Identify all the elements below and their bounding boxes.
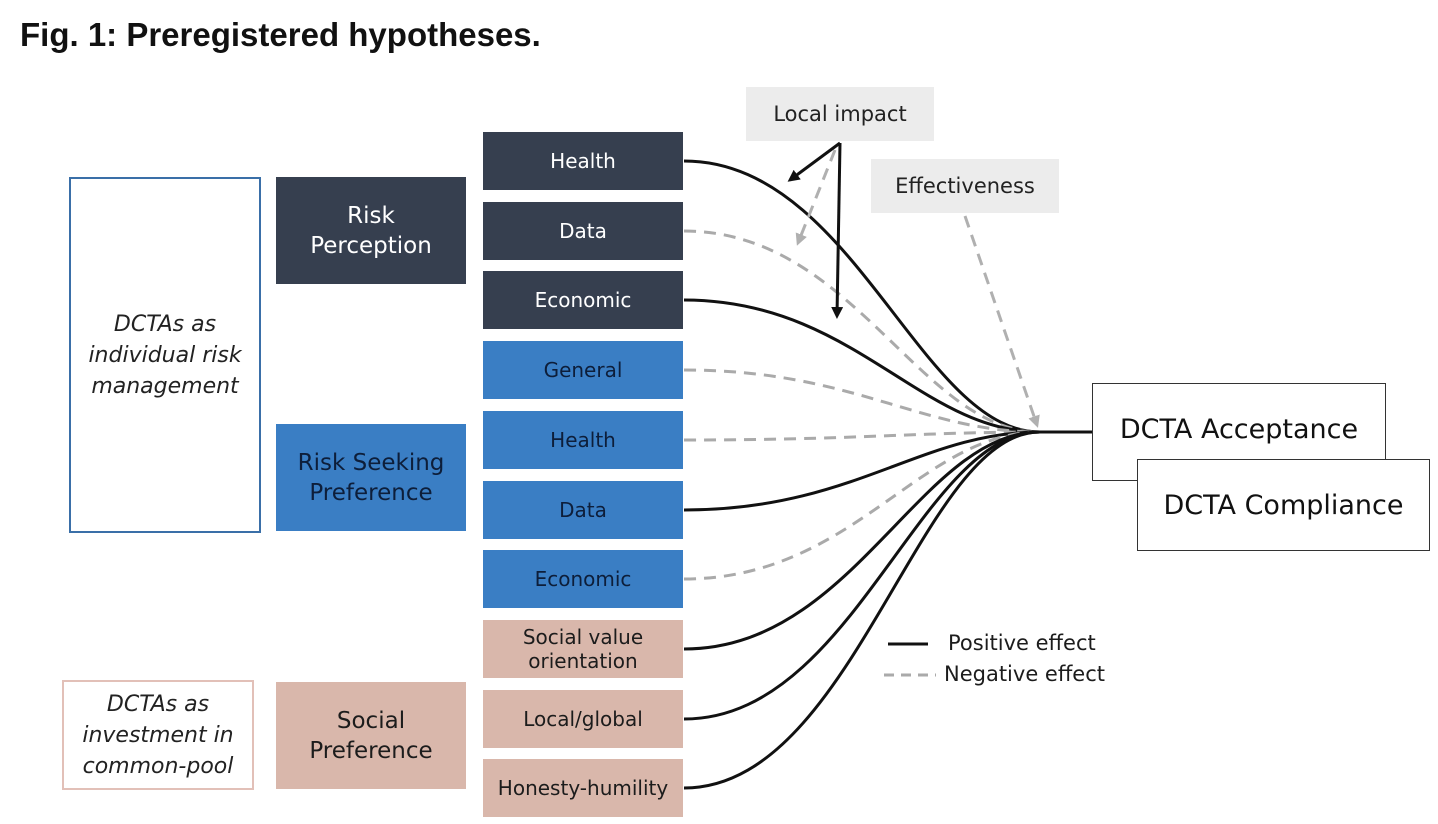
item-risk-perception-data: Data [483, 202, 683, 260]
frame-individual-risk-label: DCTAs as individual risk management [88, 311, 242, 399]
moderator-local-impact: Local impact [746, 87, 934, 141]
effect-line-2 [683, 229, 1041, 434]
category-social-preference: Social Preference [276, 682, 466, 789]
item-label: Health [550, 428, 616, 452]
moderator-local-impact-label: Local impact [773, 102, 907, 126]
item-risk-seeking-health: Health [483, 411, 683, 469]
item-label: Data [559, 498, 607, 522]
moderator-effectiveness-label: Effectiveness [895, 174, 1035, 198]
figure-title: Fig. 1: Preregistered hypotheses. [20, 16, 541, 53]
item-honesty-humility: Honesty-humility [483, 759, 683, 817]
item-risk-perception-economic: Economic [483, 271, 683, 329]
category-risk-seeking-label: Risk Seeking Preference [297, 449, 445, 506]
local-impact-arrow-data [795, 149, 837, 246]
item-label: Data [559, 219, 607, 243]
outcome-compliance-label: DCTA Compliance [1163, 489, 1404, 521]
item-social-value-orientation: Social value orientation [483, 620, 683, 678]
legend-negative-label: Negative effect [944, 662, 1106, 686]
item-label: Social value orientation [522, 625, 644, 673]
item-risk-seeking-economic: Economic [483, 550, 683, 608]
item-label: Economic [534, 288, 632, 312]
moderator-effectiveness: Effectiveness [871, 159, 1059, 213]
effect-line-5 [683, 430, 1041, 442]
local-impact-arrow-economic [831, 142, 844, 319]
outcome-compliance: DCTA Compliance [1137, 459, 1430, 551]
item-local-global: Local/global [483, 690, 683, 748]
item-label: Local/global [523, 707, 643, 731]
frame-common-pool-label: DCTAs as investment in common-pool [82, 691, 234, 779]
frame-individual-risk: DCTAs as individual risk management [69, 177, 261, 533]
item-risk-seeking-data: Data [483, 481, 683, 539]
item-risk-perception-health: Health [483, 132, 683, 190]
category-risk-seeking: Risk Seeking Preference [276, 424, 466, 531]
category-risk-perception-label: Risk Perception [310, 202, 432, 259]
outcome-acceptance-label: DCTA Acceptance [1119, 413, 1359, 445]
item-label: Economic [534, 567, 632, 591]
item-label: Health [550, 149, 616, 173]
local-impact-arrow-health [787, 141, 841, 182]
effect-line-10 [683, 430, 1041, 790]
category-risk-perception: Risk Perception [276, 177, 466, 284]
effect-line-4 [683, 368, 1041, 434]
effect-line-3 [683, 298, 1041, 434]
effectiveness-arrow [963, 215, 1040, 428]
effect-lines [683, 159, 1041, 790]
effect-line-7 [683, 430, 1041, 581]
item-label: Honesty-humility [497, 776, 669, 800]
item-risk-seeking-general: General [483, 341, 683, 399]
legend-positive-label: Positive effect [948, 631, 1096, 655]
category-social-preference-label: Social Preference [309, 707, 433, 764]
effect-line-9 [683, 430, 1041, 721]
item-label: General [543, 358, 623, 382]
effect-line-8 [683, 430, 1041, 651]
effect-line-6 [683, 430, 1041, 512]
frame-common-pool: DCTAs as investment in common-pool [62, 680, 254, 790]
effect-line-1 [683, 159, 1041, 434]
